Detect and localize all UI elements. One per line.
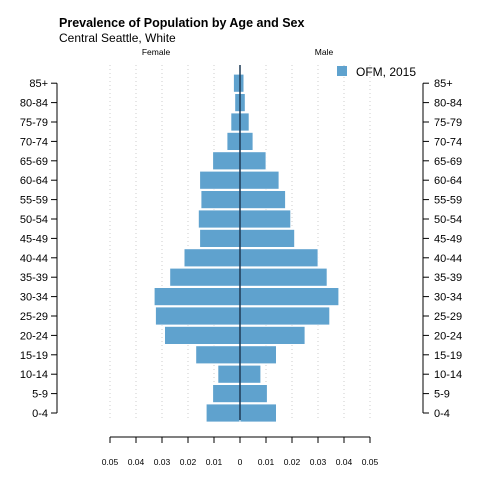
- legend-swatch: [337, 66, 347, 76]
- bar-female-45-49: [199, 228, 241, 248]
- x-axis: 0.05 0.04 0.03 0.02 0.01 0 0.01 0.02 0.03 0.04 0.0…: [102, 436, 379, 467]
- bar-female-10-14: [217, 364, 241, 384]
- bar-female-20-24: [164, 325, 241, 345]
- left-tick-label: 0-4: [32, 408, 48, 420]
- right-tick-label: 20-24: [434, 330, 462, 342]
- bar-female-65-69: [212, 151, 241, 171]
- female-label: Female: [142, 47, 171, 57]
- bar-female-15-19: [195, 345, 241, 365]
- right-tick-label: 60-64: [434, 175, 462, 187]
- bar-male-60-64: [239, 170, 280, 190]
- legend: OFM, 2015: [337, 65, 416, 79]
- left-tick-label: 75-79: [20, 117, 48, 129]
- x-tick-label: 0.03: [310, 457, 327, 467]
- right-tick-label: 0-4: [434, 408, 450, 420]
- x-tick-label: 0.02: [180, 457, 197, 467]
- male-label: Male: [315, 47, 334, 57]
- left-tick-label: 25-29: [20, 311, 48, 323]
- bar-male-0-4: [239, 403, 277, 423]
- x-tick-label: 0.05: [102, 457, 119, 467]
- right-tick-label: 30-34: [434, 292, 462, 304]
- x-tick-label: 0.04: [128, 457, 145, 467]
- bar-female-35-39: [169, 267, 241, 287]
- left-axis: 0-4 5-9 10-14 15-19 20-24 25-29 30-34 35-39 40-4…: [20, 78, 58, 420]
- bar-male-25-29: [239, 306, 331, 326]
- bar-female-80-84: [234, 93, 241, 112]
- bar-male-10-14: [239, 364, 262, 384]
- bar-male-40-44: [239, 248, 319, 268]
- bar-male-15-19: [239, 345, 277, 365]
- bar-female-55-59: [200, 190, 241, 210]
- bar-female-25-29: [155, 306, 241, 326]
- left-tick-label: 80-84: [20, 98, 48, 110]
- left-tick-label: 85+: [29, 78, 48, 90]
- bar-male-80-84: [239, 93, 246, 112]
- right-tick-label: 55-59: [434, 195, 462, 207]
- right-tick-label: 25-29: [434, 311, 462, 323]
- x-tick-label: 0.05: [362, 457, 379, 467]
- bar-female-60-64: [199, 170, 241, 190]
- legend-label: OFM, 2015: [356, 65, 416, 79]
- bar-male-20-24: [239, 325, 306, 345]
- bar-male-35-39: [239, 267, 328, 287]
- chart-subtitle: Central Seattle, White: [59, 31, 176, 45]
- bar-female-30-34: [153, 287, 241, 307]
- left-tick-label: 65-69: [20, 156, 48, 168]
- right-tick-label: 10-14: [434, 369, 462, 381]
- left-tick-label: 40-44: [20, 253, 48, 265]
- left-tick-label: 20-24: [20, 330, 48, 342]
- bar-female-50-54: [197, 209, 241, 229]
- x-tick-label: 0.04: [336, 457, 353, 467]
- bar-female-75-79: [230, 112, 241, 132]
- right-tick-label: 5-9: [434, 389, 450, 401]
- left-tick-label: 70-74: [20, 136, 48, 148]
- left-tick-label: 55-59: [20, 195, 48, 207]
- bar-male-55-59: [239, 190, 286, 210]
- bar-male-75-79: [239, 112, 250, 132]
- right-tick-label: 75-79: [434, 117, 462, 129]
- left-tick-label: 30-34: [20, 292, 48, 304]
- bar-female-70-74: [226, 131, 241, 151]
- bar-male-5-9: [239, 384, 268, 404]
- x-tick-label: 0.01: [258, 457, 275, 467]
- bar-male-45-49: [239, 228, 295, 248]
- left-tick-label: 15-19: [20, 350, 48, 362]
- left-tick-label: 50-54: [20, 214, 48, 226]
- right-tick-label: 50-54: [434, 214, 462, 226]
- right-tick-label: 70-74: [434, 136, 462, 148]
- left-tick-label: 60-64: [20, 175, 48, 187]
- bar-female-85+: [233, 73, 241, 93]
- right-tick-label: 40-44: [434, 253, 462, 265]
- x-tick-label: 0.03: [154, 457, 171, 467]
- right-axis: 0-4 5-9 10-14 15-19 20-24 25-29 30-34 35-39 40-4…: [422, 78, 462, 420]
- left-tick-label: 45-49: [20, 233, 48, 245]
- x-tick-label: 0: [238, 457, 243, 467]
- bar-female-0-4: [205, 403, 241, 423]
- bar-male-70-74: [239, 131, 254, 151]
- chart-title: Prevalence of Population by Age and Sex: [59, 16, 304, 30]
- right-tick-label: 45-49: [434, 233, 462, 245]
- right-tick-label: 80-84: [434, 98, 462, 110]
- bar-male-50-54: [239, 209, 292, 229]
- bar-male-30-34: [239, 287, 340, 307]
- x-tick-label: 0.01: [206, 457, 223, 467]
- bars-group: [153, 73, 340, 423]
- right-tick-label: 35-39: [434, 272, 462, 284]
- bar-female-40-44: [183, 248, 241, 268]
- right-tick-label: 15-19: [434, 350, 462, 362]
- left-tick-label: 5-9: [32, 389, 48, 401]
- bar-female-5-9: [212, 384, 241, 404]
- left-tick-label: 35-39: [20, 272, 48, 284]
- right-tick-label: 65-69: [434, 156, 462, 168]
- x-tick-label: 0.02: [284, 457, 301, 467]
- right-tick-label: 85+: [434, 78, 453, 90]
- bar-male-65-69: [239, 151, 267, 171]
- left-tick-label: 10-14: [20, 369, 48, 381]
